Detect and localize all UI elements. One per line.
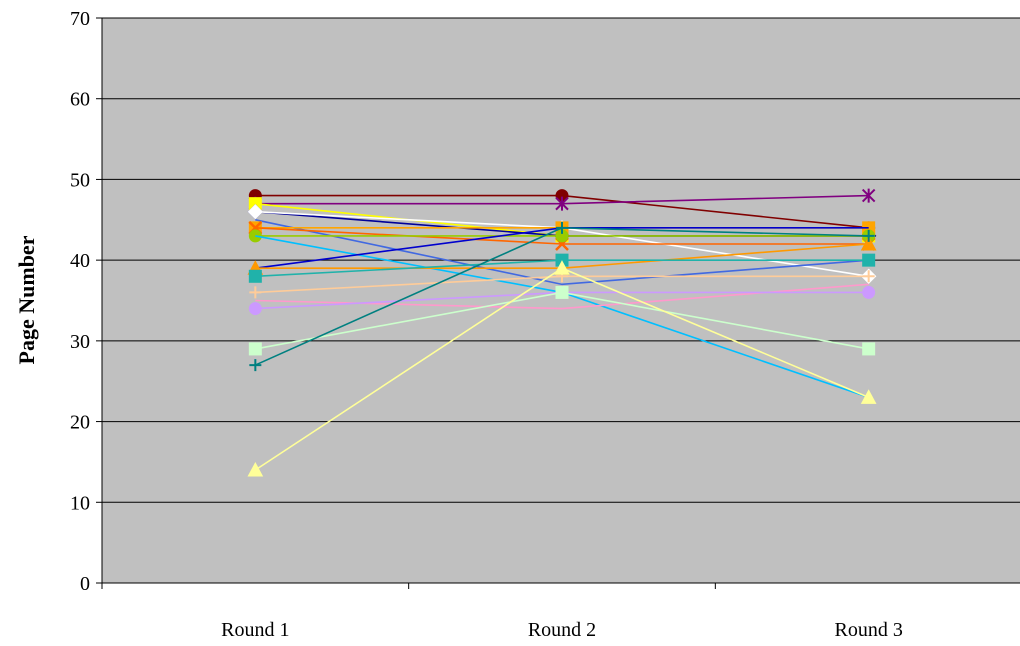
data-point — [556, 221, 568, 234]
data-point — [554, 260, 570, 275]
y-tick-label: 60 — [70, 89, 90, 111]
data-point — [248, 302, 262, 316]
data-point — [862, 253, 876, 267]
plot-area — [102, 18, 1020, 583]
data-point — [862, 229, 875, 242]
x-tick-label: Round 1 — [221, 619, 289, 641]
data-point — [247, 204, 264, 220]
x-tick-label: Round 2 — [528, 619, 596, 641]
series-13 — [248, 253, 876, 283]
data-point — [860, 389, 877, 404]
y-tick-label: 70 — [70, 8, 90, 30]
data-point — [862, 342, 876, 356]
y-tick-label: 40 — [70, 250, 90, 272]
data-point — [247, 461, 264, 477]
series-6 — [255, 219, 869, 286]
series-14 — [249, 270, 875, 299]
data-point — [860, 235, 877, 251]
series-line — [255, 219, 869, 286]
series-19 — [247, 260, 877, 477]
data-point — [861, 188, 876, 203]
data-point — [555, 196, 569, 211]
series-17 — [248, 285, 876, 356]
y-tick-label: 0 — [80, 573, 90, 595]
x-tick-label: Round 3 — [834, 619, 902, 641]
y-tick-label: 50 — [70, 169, 90, 191]
data-point — [249, 359, 262, 372]
y-tick-label: 20 — [70, 412, 90, 434]
y-axis-title: Page Number — [14, 235, 39, 364]
data-point — [249, 286, 262, 299]
data-point — [555, 285, 569, 299]
data-point — [862, 285, 876, 299]
series-18 — [249, 221, 875, 372]
data-point — [248, 342, 262, 356]
y-tick-label: 10 — [70, 492, 90, 514]
data-point — [248, 269, 262, 283]
data-point — [862, 270, 875, 283]
y-tick-label: 30 — [70, 331, 90, 353]
